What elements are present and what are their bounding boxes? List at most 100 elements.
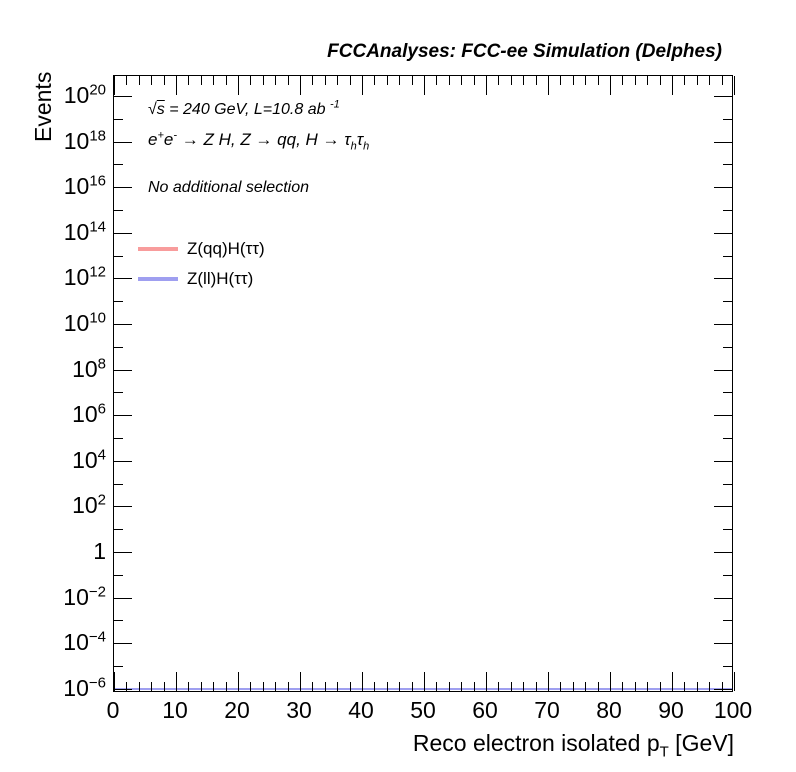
x-tick [200, 76, 202, 85]
x-tick [262, 76, 264, 85]
x-tick [684, 76, 686, 85]
x-tick [585, 76, 587, 85]
x-tick [349, 76, 351, 85]
y-tick [114, 141, 132, 143]
x-tick [312, 682, 314, 691]
y-tick [114, 232, 132, 234]
y-tick [114, 438, 123, 439]
x-tick [424, 76, 425, 95]
y-tick [723, 666, 732, 667]
y-tick [714, 597, 732, 599]
x-tick [486, 76, 487, 95]
x-tick [659, 76, 661, 85]
annotation-process: e+e- → Z H, Z → qq, H → τhτh [148, 129, 370, 153]
y-tick-label: 10−4 [63, 628, 106, 656]
y-tick [714, 187, 732, 189]
y-tick [114, 552, 132, 553]
y-tick [723, 255, 732, 257]
y-tick-label: 1010 [63, 309, 106, 336]
x-tick [324, 76, 326, 85]
y-tick-label: 1012 [63, 263, 106, 291]
x-tick [399, 76, 401, 85]
x-tick [696, 682, 698, 691]
y-tick [114, 529, 123, 531]
x-tick [337, 76, 339, 85]
y-tick [114, 118, 123, 120]
x-tick-label: 20 [224, 697, 250, 723]
x-tick [572, 76, 574, 85]
x-tick [560, 682, 562, 691]
y-tick [723, 346, 732, 348]
y-tick [114, 187, 132, 189]
x-tick [176, 76, 177, 95]
y-tick [714, 688, 732, 690]
x-tick [734, 76, 735, 95]
x-tick [510, 76, 512, 85]
x-tick-label: 70 [534, 697, 560, 723]
y-tick [114, 96, 132, 97]
x-tick [597, 682, 599, 691]
x-tick [262, 682, 264, 691]
x-tick [287, 682, 289, 691]
x-tick [386, 682, 388, 691]
x-tick [523, 76, 525, 85]
x-tick [721, 682, 723, 691]
y-tick [114, 346, 123, 348]
y-tick [723, 483, 732, 485]
x-tick [126, 682, 128, 691]
x-tick [560, 76, 562, 85]
x-tick [225, 682, 227, 691]
x-tick [510, 682, 512, 691]
y-tick [723, 301, 732, 303]
x-tick [300, 76, 301, 95]
x-tick [411, 76, 413, 85]
y-tick [114, 324, 132, 325]
x-tick [622, 682, 624, 691]
x-axis-title: Reco electron isolated pT [GeV] [412, 730, 734, 761]
x-tick [473, 76, 475, 85]
x-tick [473, 682, 475, 691]
x-tick [696, 76, 698, 85]
y-tick-label: 1016 [63, 172, 106, 200]
legend-line-zll [138, 277, 178, 281]
y-tick [114, 574, 123, 576]
y-tick [114, 301, 123, 303]
x-tick [362, 76, 363, 95]
x-tick [213, 682, 215, 691]
legend: Z(qq)H(ττ) Z(ll)H(ττ) [138, 234, 265, 294]
x-tick [486, 672, 487, 691]
y-tick-label: 106 [72, 400, 106, 428]
x-tick [424, 672, 425, 691]
y-tick-label: 1014 [63, 218, 106, 245]
chart-title: FCCAnalyses: FCC-ee Simulation (Delphes) [327, 41, 722, 62]
y-tick-label: 102 [72, 491, 106, 519]
x-tick [461, 682, 463, 691]
y-tick [714, 324, 732, 325]
legend-label: Z(ll)H(ττ) [187, 269, 254, 288]
x-tick [225, 76, 227, 85]
x-tick [126, 76, 128, 85]
x-tick [610, 76, 611, 95]
x-tick [411, 682, 413, 691]
x-tick [548, 672, 549, 691]
x-tick [238, 672, 239, 691]
y-tick [714, 232, 732, 234]
x-tick [610, 672, 611, 691]
y-tick [114, 369, 132, 371]
x-tick-label: 50 [410, 697, 436, 723]
y-tick-label: 1 [93, 538, 106, 564]
x-tick [163, 682, 165, 691]
y-tick [714, 506, 732, 508]
x-tick [114, 672, 115, 691]
y-tick [723, 620, 732, 622]
y-tick [723, 118, 732, 120]
y-tick [114, 597, 132, 599]
x-tick [200, 682, 202, 691]
x-tick [188, 76, 190, 85]
y-tick [714, 643, 732, 645]
annotation-selection: No additional selection [148, 179, 309, 196]
x-tick [312, 76, 314, 85]
x-tick [275, 682, 277, 691]
x-tick [436, 76, 438, 85]
